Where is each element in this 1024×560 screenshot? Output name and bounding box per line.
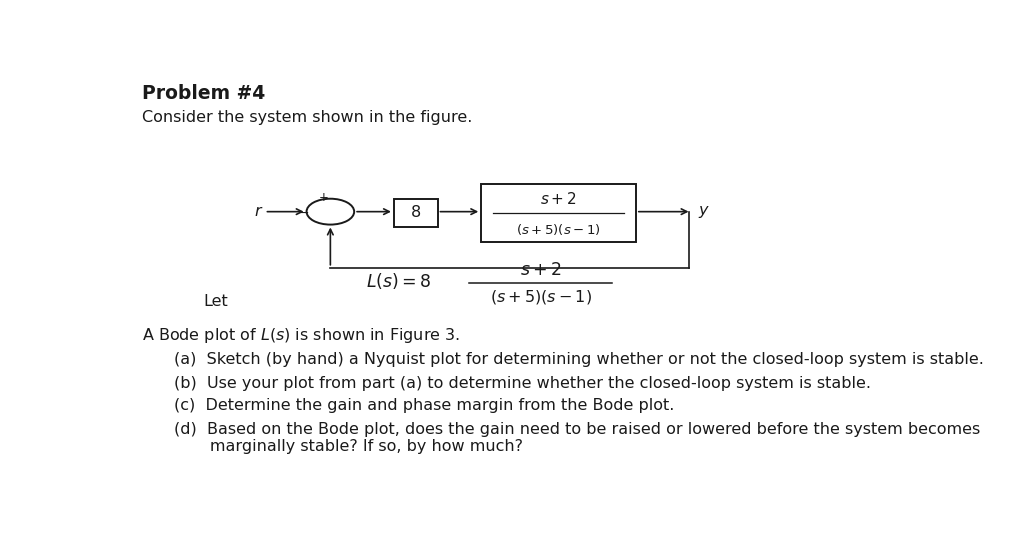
Text: (a)  Sketch (by hand) a Nyquist plot for determining whether or not the closed-l: (a) Sketch (by hand) a Nyquist plot for … [174, 352, 984, 367]
Text: $s + 2$: $s + 2$ [520, 261, 561, 279]
Text: $(s + 5)(s - 1)$: $(s + 5)(s - 1)$ [489, 288, 592, 306]
Text: (c)  Determine the gain and phase margin from the Bode plot.: (c) Determine the gain and phase margin … [174, 398, 675, 413]
Text: 8: 8 [411, 205, 421, 220]
Text: −: − [298, 207, 309, 220]
Text: Consider the system shown in the figure.: Consider the system shown in the figure. [142, 110, 473, 125]
Text: A Bode plot of $L(s)$ is shown in Figure 3.: A Bode plot of $L(s)$ is shown in Figure… [142, 326, 461, 345]
Text: Problem #4: Problem #4 [142, 85, 265, 104]
Text: $r$: $r$ [254, 204, 263, 219]
Text: (d)  Based on the Bode plot, does the gain need to be raised or lowered before t: (d) Based on the Bode plot, does the gai… [174, 422, 980, 437]
Text: (b)  Use your plot from part (a) to determine whether the closed-loop system is : (b) Use your plot from part (a) to deter… [174, 376, 871, 390]
Bar [481, 184, 636, 242]
Text: $s+2$: $s+2$ [540, 192, 577, 207]
Text: +: + [318, 191, 328, 204]
Text: $y$: $y$ [697, 204, 710, 220]
Text: marginally stable? If so, by how much?: marginally stable? If so, by how much? [174, 439, 523, 454]
Bar [394, 199, 437, 227]
Text: $L(s) = 8$: $L(s) = 8$ [367, 270, 431, 291]
Text: Let: Let [204, 293, 228, 309]
Text: $(s+5)(s-1)$: $(s+5)(s-1)$ [516, 222, 601, 236]
